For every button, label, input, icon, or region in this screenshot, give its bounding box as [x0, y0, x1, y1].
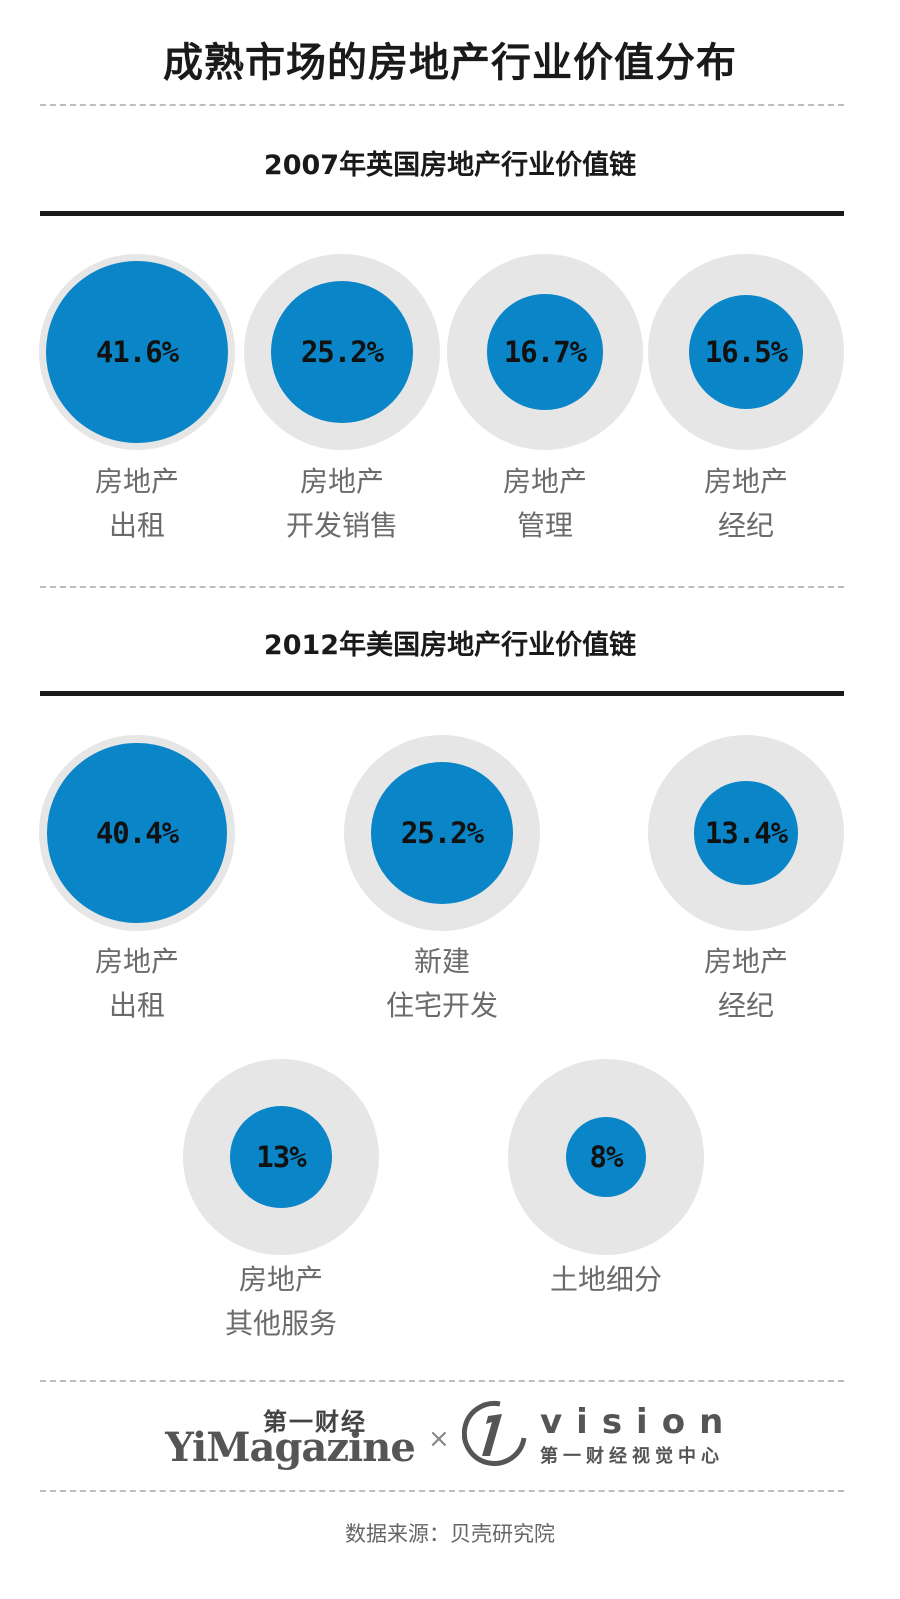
us-bubble-other-services: 13%	[183, 1059, 379, 1255]
us-label-rental: 房地产 出租	[39, 940, 235, 1028]
uk-label-development-line1: 房地产	[299, 465, 384, 498]
uk-bubble-brokerage-value: 16.5%	[704, 335, 788, 369]
vision-logo-icon	[462, 1400, 527, 1466]
uk-label-management-line1: 房地产	[502, 465, 587, 498]
uk-bubble-development-core	[271, 281, 413, 423]
uk-label-rental-line2: 出租	[108, 509, 165, 542]
us-label-new-housing-line2: 住宅开发	[385, 989, 498, 1022]
us-label-brokerage: 房地产 经纪	[648, 940, 844, 1028]
uk-bubble-rental: 41.6%	[39, 254, 235, 450]
page-title: 成熟市场的房地产行业价值分布	[163, 40, 737, 86]
uk-label-brokerage: 房地产 经纪	[648, 460, 844, 548]
uk-label-management: 房地产 管理	[447, 460, 643, 548]
us-bubble-land-subdivision-core	[566, 1117, 646, 1197]
us-bubble-land-subdivision: 8%	[508, 1059, 704, 1255]
collab-separator: ×	[428, 1424, 450, 1454]
uk-bubble-rental-core	[46, 261, 228, 443]
us-bubble-new-housing-core	[371, 762, 513, 904]
uk-label-brokerage-line1: 房地产	[703, 465, 788, 498]
data-source: 数据来源：贝壳研究院	[345, 1522, 555, 1546]
uk-bubble-brokerage-core	[688, 294, 804, 410]
us-label-other-services-line2: 其他服务	[224, 1307, 337, 1340]
yimagazine-logo-cn: 第一财经	[263, 1408, 367, 1436]
divider	[40, 104, 844, 106]
vision-logo-cn: 第一财经视觉中心	[540, 1446, 724, 1467]
us-bubble-rental-core	[47, 743, 227, 923]
us-label-brokerage-line1: 房地产	[703, 945, 788, 978]
us-bubble-brokerage-value: 13.4%	[704, 816, 788, 850]
us-label-rental-line2: 出租	[108, 989, 165, 1022]
us-bubble-brokerage: 13.4%	[648, 735, 844, 931]
uk-label-rental: 房地产 出租	[39, 460, 235, 548]
uk-chart-title: 2007年英国房地产行业价值链	[263, 150, 637, 181]
us-bubble-brokerage-core	[694, 781, 798, 885]
us-label-other-services: 房地产 其他服务	[183, 1258, 379, 1346]
us-label-land-subdivision: 土地细分	[508, 1258, 704, 1302]
uk-bubble-development-value: 25.2%	[300, 335, 384, 369]
us-label-land-subdivision-line1: 土地细分	[549, 1263, 662, 1296]
us-label-rental-line1: 房地产	[94, 945, 179, 978]
us-chart-title: 2012年美国房地产行业价值链	[263, 630, 637, 661]
us-bubble-other-services-value: 13%	[256, 1140, 306, 1174]
uk-label-brokerage-line2: 经纪	[717, 509, 774, 542]
us-bubble-new-housing: 25.2%	[344, 735, 540, 931]
uk-bubble-rental-value: 41.6%	[95, 335, 179, 369]
divider	[40, 1490, 844, 1492]
uk-bubble-development: 25.2%	[244, 254, 440, 450]
us-title-rule	[40, 691, 844, 696]
us-bubble-rental: 40.4%	[39, 735, 235, 931]
uk-bubble-management-core	[487, 294, 603, 410]
uk-title-rule	[40, 211, 844, 216]
uk-label-development: 房地产 开发销售	[244, 460, 440, 548]
us-bubble-rental-value: 40.4%	[95, 816, 179, 850]
uk-label-development-line2: 开发销售	[285, 509, 398, 542]
yimagazine-logo: YiMagazine	[165, 1424, 416, 1471]
us-bubble-new-housing-value: 25.2%	[400, 816, 484, 850]
us-label-brokerage-line2: 经纪	[717, 989, 774, 1022]
us-label-new-housing: 新建 住宅开发	[344, 940, 540, 1028]
us-label-new-housing-line1: 新建	[413, 945, 470, 978]
us-bubble-land-subdivision-value: 8%	[589, 1140, 624, 1174]
divider	[40, 586, 844, 588]
uk-label-rental-line1: 房地产	[94, 465, 179, 498]
us-label-other-services-line1: 房地产	[238, 1263, 323, 1296]
uk-bubble-management: 16.7%	[447, 254, 643, 450]
uk-label-management-line2: 管理	[516, 509, 573, 542]
uk-bubble-management-value: 16.7%	[503, 335, 587, 369]
us-bubble-other-services-core	[230, 1106, 332, 1208]
divider	[40, 1380, 844, 1382]
uk-bubble-brokerage: 16.5%	[648, 254, 844, 450]
vision-logo-text: vision	[540, 1402, 738, 1442]
